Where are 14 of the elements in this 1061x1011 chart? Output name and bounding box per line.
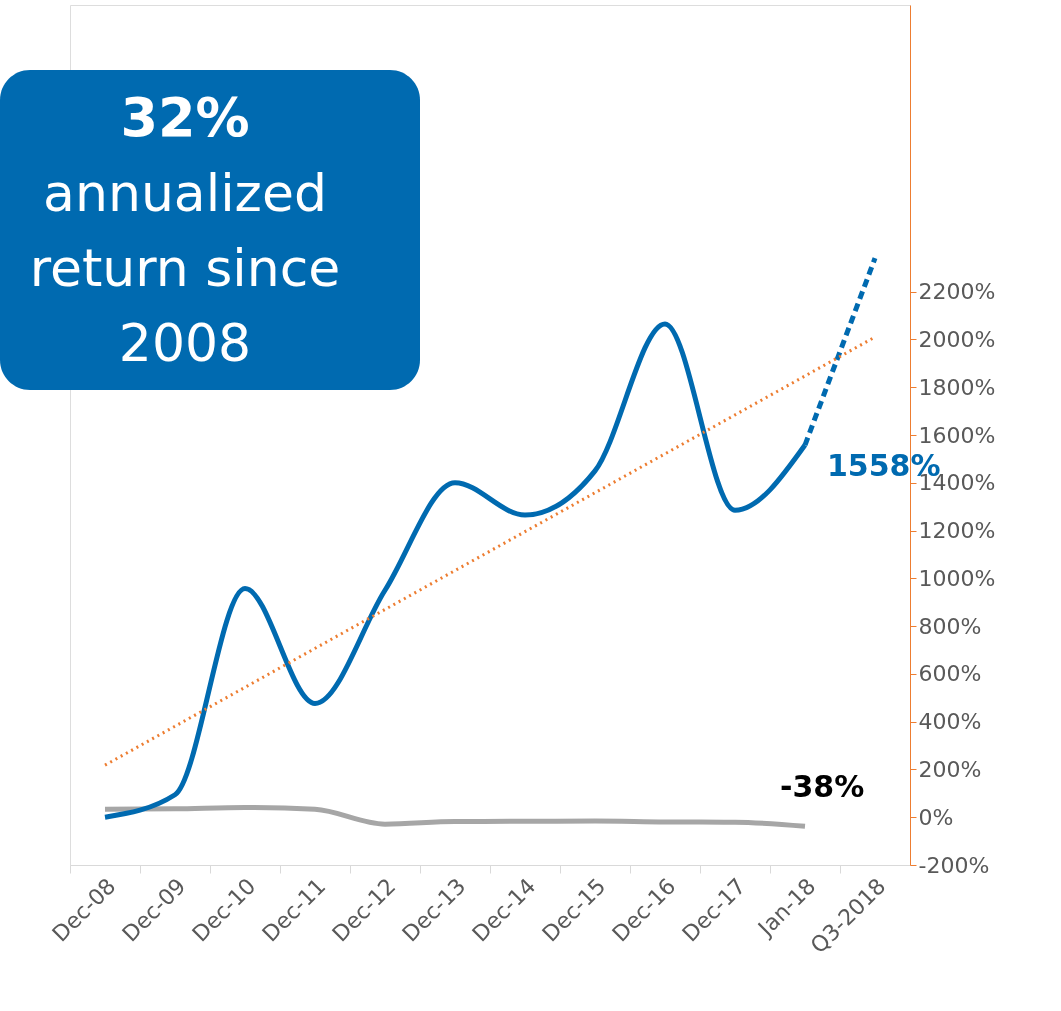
- y-tick-label: 2000%: [918, 326, 996, 352]
- y-tick-label: 2200%: [918, 279, 996, 305]
- y-tick-label: 400%: [918, 709, 982, 735]
- y-tick-label: 200%: [918, 756, 982, 782]
- y-tick-label: -200%: [918, 852, 990, 878]
- y-tick-label: 1000%: [918, 565, 996, 591]
- y-tick-label: 1600%: [918, 422, 996, 448]
- y-tick-label: 800%: [918, 613, 982, 639]
- annotation: 32% annualized return since 2008: [29, 86, 341, 373]
- y-tick-label: 1800%: [918, 374, 996, 400]
- data-label: -38%: [780, 769, 865, 805]
- y-tick-label: 0%: [918, 804, 954, 830]
- y-tick-label: 1200%: [918, 518, 996, 544]
- y-tick-label: 600%: [918, 661, 982, 687]
